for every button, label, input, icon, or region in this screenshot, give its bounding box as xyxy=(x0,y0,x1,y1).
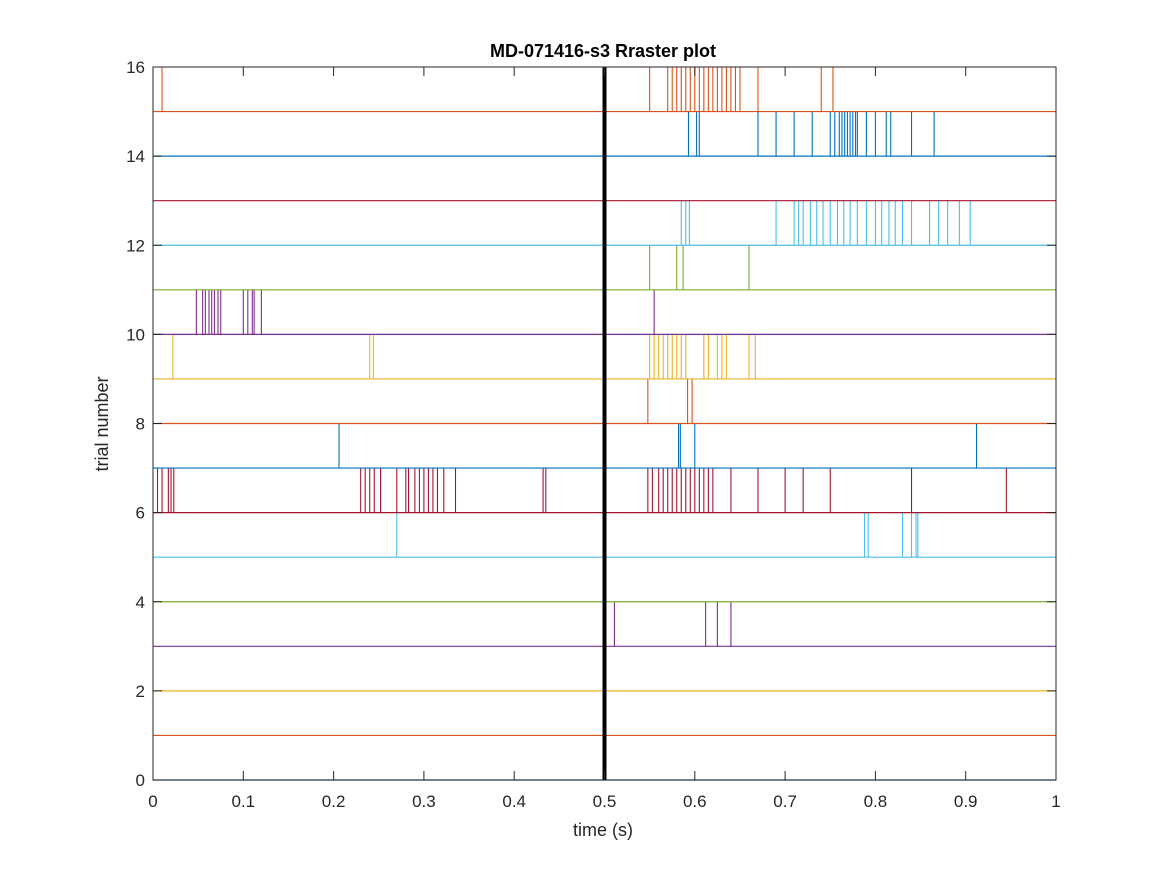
x-tick-label: 0.6 xyxy=(683,792,707,811)
y-tick-label: 0 xyxy=(136,771,145,790)
y-tick-label: 6 xyxy=(136,504,145,523)
y-axis-label: trial number xyxy=(92,376,112,471)
x-tick-label: 1 xyxy=(1051,792,1060,811)
y-tick-label: 8 xyxy=(136,415,145,434)
x-tick-label: 0.1 xyxy=(231,792,255,811)
x-tick-label: 0.5 xyxy=(593,792,617,811)
x-axis: 0 0.1 0.2 0.3 0.4 0.5 0.6 0.7 0.8 0.9 1 xyxy=(148,67,1061,811)
x-tick-label: 0 xyxy=(148,792,157,811)
x-tick-label: 0.2 xyxy=(322,792,346,811)
y-tick-label: 2 xyxy=(136,682,145,701)
y-tick-label: 4 xyxy=(136,593,145,612)
x-tick-label: 0.4 xyxy=(502,792,526,811)
y-tick-label: 16 xyxy=(126,58,145,77)
y-tick-label: 10 xyxy=(126,325,145,344)
y-axis: 0 2 4 6 8 10 12 14 16 xyxy=(126,58,1056,790)
x-tick-label: 0.9 xyxy=(954,792,978,811)
y-tick-label: 14 xyxy=(126,147,145,166)
x-tick-label: 0.8 xyxy=(864,792,888,811)
x-axis-label: time (s) xyxy=(573,820,633,840)
x-tick-label: 0.3 xyxy=(412,792,436,811)
y-tick-label: 12 xyxy=(126,236,145,255)
x-tick-label: 0.7 xyxy=(773,792,797,811)
chart-title: MD-071416-s3 Rraster plot xyxy=(490,41,716,61)
